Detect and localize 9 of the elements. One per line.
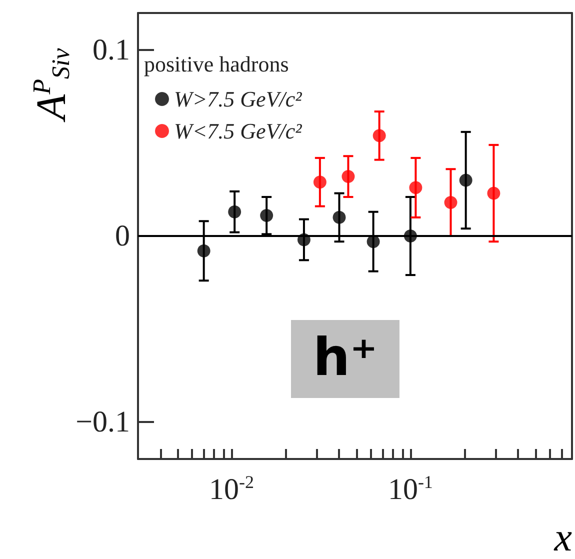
y-tick-label: 0.1 [92,34,130,67]
y-tick-label: 0 [115,220,130,252]
legend-title: positive hadrons [144,52,289,76]
y-tick-label: −0.1 [76,405,130,438]
y-axis-title: APSiv [28,47,75,123]
annotation: h⁺ [313,328,378,388]
x-axis-title: x [553,514,572,559]
legend-label: W<7.5 GeV/c² [174,118,302,144]
legend-label: W>7.5 GeV/c² [174,86,302,112]
